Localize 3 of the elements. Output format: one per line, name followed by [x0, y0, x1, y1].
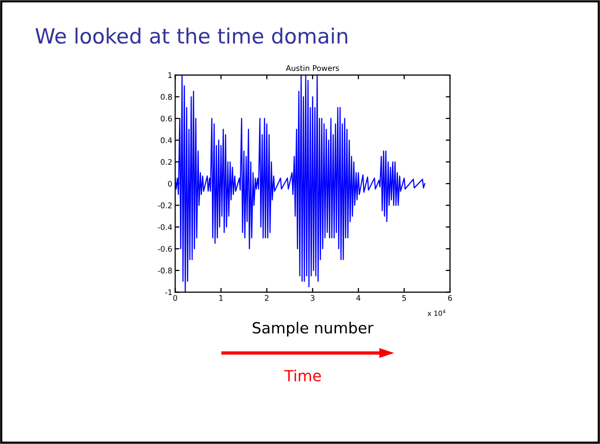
- x-axis-title: Sample number: [252, 322, 374, 337]
- text: Time: [284, 370, 321, 382]
- chart-title: We looked at the time domain: [35, 28, 348, 44]
